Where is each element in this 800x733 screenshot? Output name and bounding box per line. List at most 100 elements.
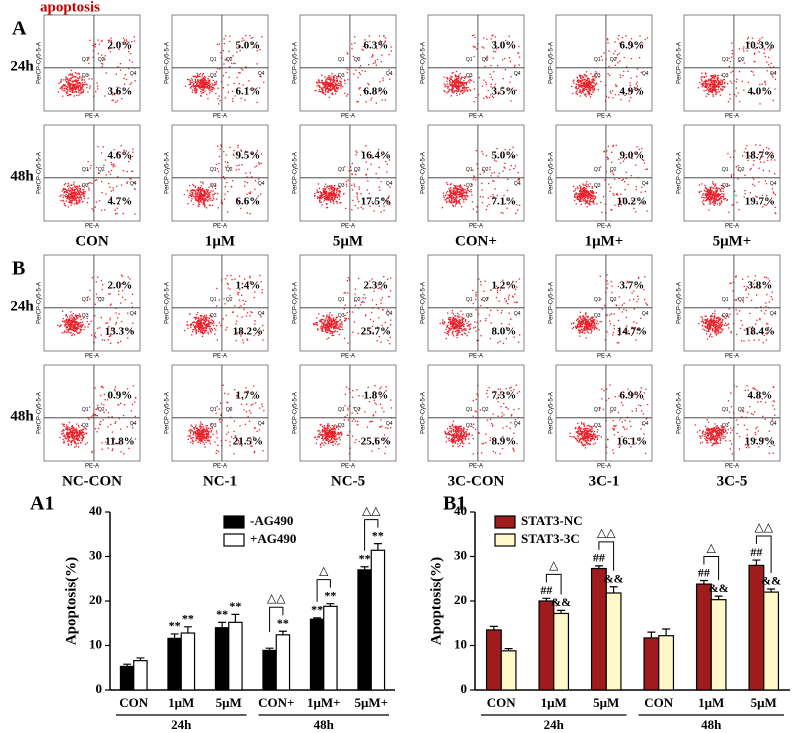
event-dot bbox=[199, 74, 200, 75]
event-dot bbox=[71, 78, 72, 79]
event-dot bbox=[711, 192, 712, 193]
event-dot bbox=[578, 84, 579, 85]
event-dot bbox=[115, 210, 116, 211]
event-dot bbox=[518, 52, 519, 53]
event-dot bbox=[196, 326, 197, 327]
event-dot bbox=[238, 72, 239, 73]
event-dot bbox=[594, 88, 595, 89]
event-dot bbox=[318, 183, 319, 184]
event-dot bbox=[79, 200, 80, 201]
event-dot bbox=[228, 287, 229, 288]
event-dot bbox=[113, 100, 114, 101]
event-dot bbox=[449, 200, 450, 201]
event-dot bbox=[461, 192, 462, 193]
event-dot bbox=[765, 56, 766, 57]
event-dot bbox=[591, 201, 592, 202]
event-dot bbox=[225, 194, 226, 195]
event-dot bbox=[356, 154, 357, 155]
event-dot bbox=[722, 88, 723, 89]
event-dot bbox=[580, 90, 581, 91]
event-dot bbox=[707, 197, 708, 198]
event-dot bbox=[216, 82, 217, 83]
upper-right-percent: 18.7% bbox=[745, 149, 775, 161]
event-dot bbox=[576, 84, 577, 85]
event-dot bbox=[77, 202, 78, 203]
event-dot bbox=[592, 190, 593, 191]
event-dot bbox=[194, 193, 195, 194]
event-dot bbox=[475, 179, 476, 180]
event-dot bbox=[205, 82, 206, 83]
event-dot bbox=[114, 165, 115, 166]
event-dot bbox=[230, 275, 231, 276]
event-dot bbox=[713, 200, 714, 201]
event-dot bbox=[573, 191, 574, 192]
event-dot bbox=[503, 78, 504, 79]
event-dot bbox=[620, 163, 621, 164]
event-dot bbox=[332, 187, 333, 188]
event-dot bbox=[456, 197, 457, 198]
event-dot bbox=[79, 316, 80, 317]
event-dot bbox=[759, 168, 760, 169]
event-dot bbox=[346, 181, 347, 182]
event-dot bbox=[83, 191, 84, 192]
event-dot bbox=[713, 191, 714, 192]
event-dot bbox=[714, 205, 715, 206]
event-dot bbox=[256, 165, 257, 166]
event-dot bbox=[711, 82, 712, 83]
event-dot bbox=[573, 80, 574, 81]
event-dot bbox=[624, 189, 625, 190]
event-dot bbox=[753, 164, 754, 165]
event-dot bbox=[326, 318, 327, 319]
event-dot bbox=[701, 79, 702, 80]
event-dot bbox=[616, 145, 617, 146]
event-dot bbox=[198, 198, 199, 199]
event-dot bbox=[588, 184, 589, 185]
event-dot bbox=[219, 149, 220, 150]
event-dot bbox=[385, 322, 386, 323]
event-dot bbox=[589, 81, 590, 82]
event-dot bbox=[79, 77, 80, 78]
event-dot bbox=[242, 300, 243, 301]
event-dot bbox=[704, 76, 705, 77]
event-dot bbox=[329, 328, 330, 329]
event-dot bbox=[376, 173, 377, 174]
event-dot bbox=[766, 62, 767, 63]
event-dot bbox=[81, 326, 82, 327]
event-dot bbox=[466, 195, 467, 196]
event-dot bbox=[239, 165, 240, 166]
event-dot bbox=[317, 191, 318, 192]
event-dot bbox=[72, 315, 73, 316]
event-dot bbox=[701, 73, 702, 74]
event-dot bbox=[519, 205, 520, 206]
event-dot bbox=[614, 179, 615, 180]
event-dot bbox=[703, 90, 704, 91]
event-dot bbox=[69, 197, 70, 198]
axis-label: PE-A bbox=[213, 114, 227, 120]
event-dot bbox=[105, 323, 106, 324]
quadrant-label: Q2 bbox=[98, 297, 105, 303]
event-dot bbox=[213, 325, 214, 326]
event-dot bbox=[67, 186, 68, 187]
event-dot bbox=[710, 86, 711, 87]
event-dot bbox=[250, 277, 251, 278]
event-dot bbox=[73, 88, 74, 89]
event-dot bbox=[191, 198, 192, 199]
event-dot bbox=[447, 87, 448, 88]
event-dot bbox=[223, 176, 224, 177]
event-dot bbox=[118, 313, 119, 314]
event-dot bbox=[714, 202, 715, 203]
event-dot bbox=[718, 80, 719, 81]
event-dot bbox=[454, 199, 455, 200]
event-dot bbox=[62, 311, 63, 312]
event-dot bbox=[444, 83, 445, 84]
event-dot bbox=[208, 89, 209, 90]
event-dot bbox=[372, 300, 373, 301]
event-dot bbox=[73, 333, 74, 334]
event-dot bbox=[732, 53, 733, 54]
event-dot bbox=[62, 88, 63, 89]
event-dot bbox=[774, 88, 775, 89]
event-dot bbox=[84, 79, 85, 80]
event-dot bbox=[455, 191, 456, 192]
event-dot bbox=[493, 181, 494, 182]
event-dot bbox=[614, 41, 615, 42]
